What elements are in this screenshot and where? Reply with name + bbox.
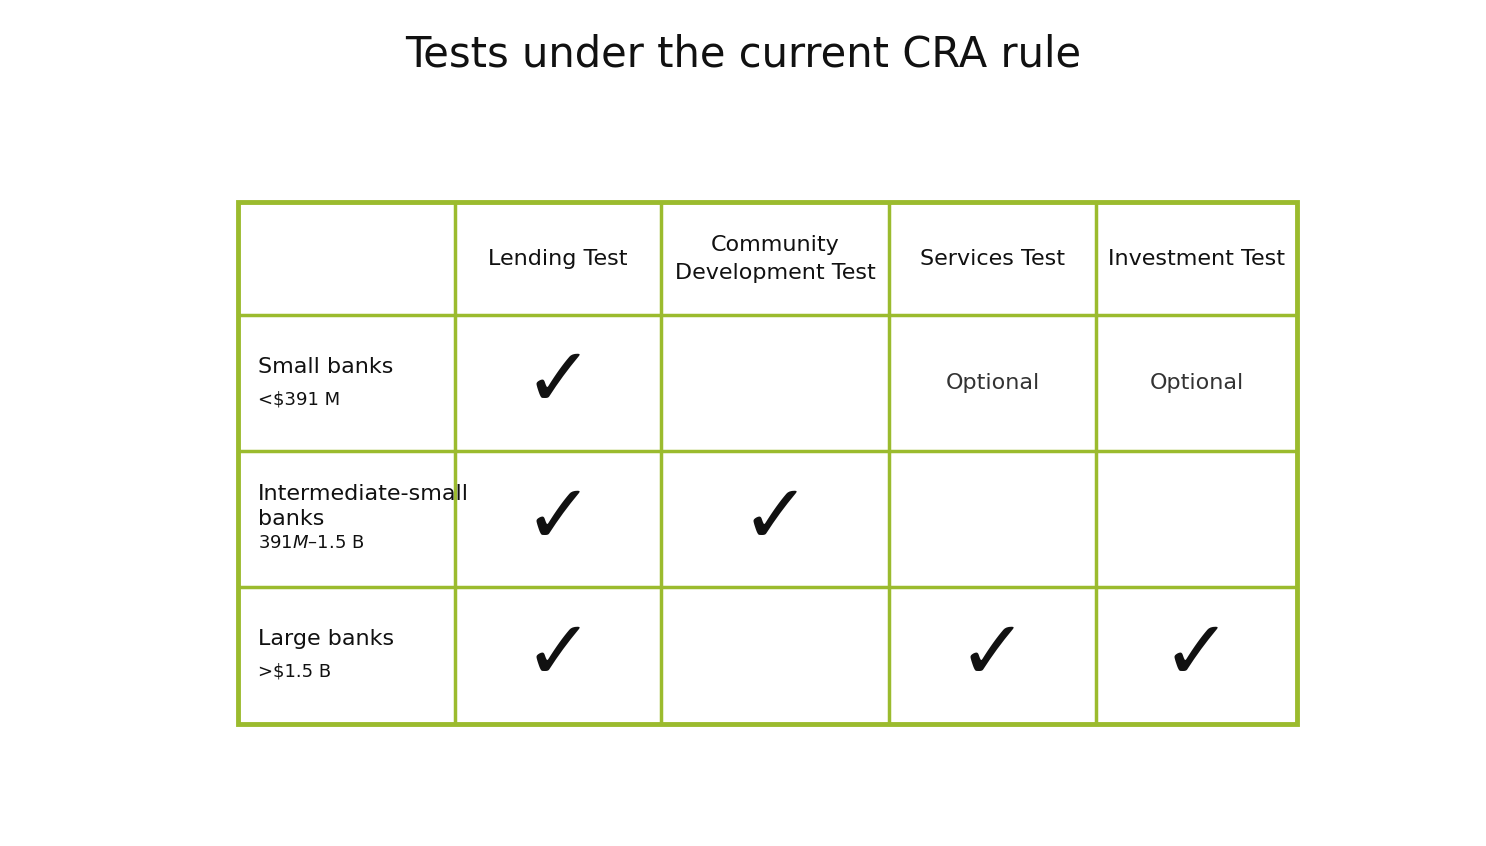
Text: $391 M – $1.5 B: $391 M – $1.5 B: [259, 535, 364, 552]
Text: banks: banks: [259, 509, 324, 530]
Text: ✓: ✓: [1162, 615, 1232, 696]
Text: ✓: ✓: [740, 479, 810, 560]
Text: ✓: ✓: [523, 343, 593, 423]
Text: Large banks: Large banks: [259, 629, 394, 649]
Text: Investment Test: Investment Test: [1109, 249, 1285, 269]
Text: >$1.5 B: >$1.5 B: [259, 662, 331, 681]
Bar: [238, 202, 1297, 723]
Text: ✓: ✓: [523, 479, 593, 560]
Text: Intermediate-small: Intermediate-small: [259, 485, 470, 504]
Text: <$391 M: <$391 M: [259, 390, 340, 408]
Text: Optional: Optional: [945, 373, 1040, 393]
Text: Services Test: Services Test: [920, 249, 1065, 269]
Text: ✓: ✓: [957, 615, 1027, 696]
Text: ✓: ✓: [523, 615, 593, 696]
Text: Optional: Optional: [1149, 373, 1244, 393]
Text: Tests under the current CRA rule: Tests under the current CRA rule: [406, 34, 1080, 76]
Text: Small banks: Small banks: [259, 357, 394, 376]
Text: Community
Development Test: Community Development Test: [675, 234, 875, 283]
Text: Lending Test: Lending Test: [489, 249, 627, 269]
